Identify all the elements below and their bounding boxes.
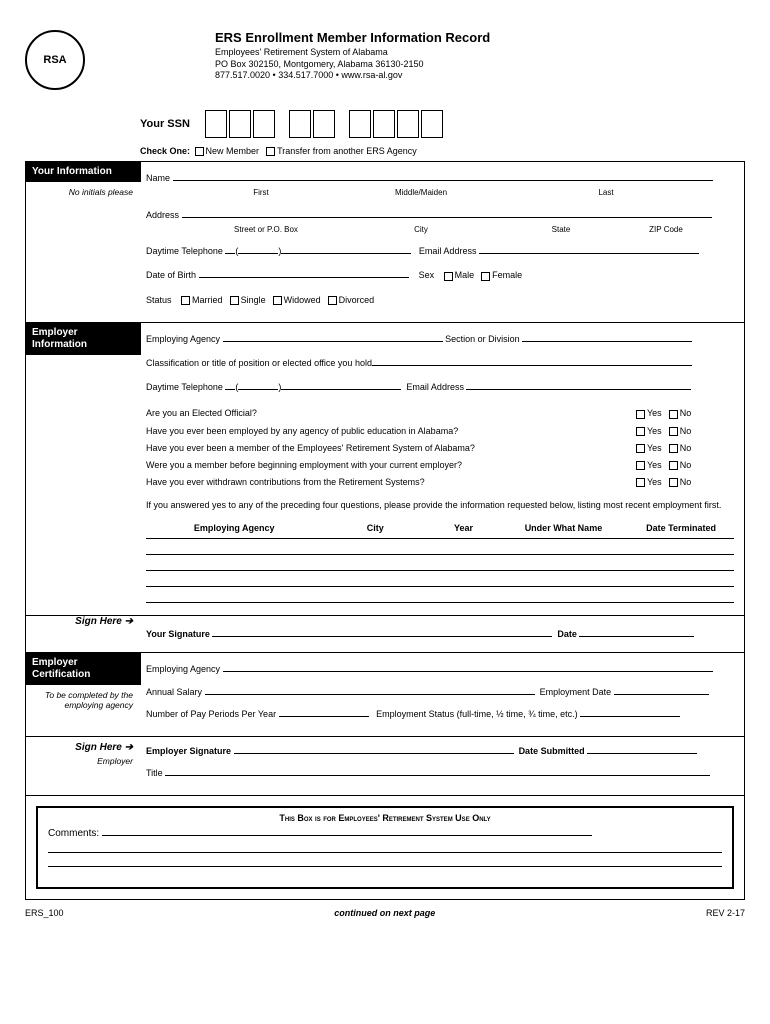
emp-cert-note: To be completed by the employing agency [34,690,133,710]
header: RSA ERS Enrollment Member Information Re… [25,30,745,90]
signature-field[interactable] [212,636,552,637]
ssn-box[interactable] [373,110,395,138]
phone-field[interactable] [281,253,411,254]
dob-field[interactable] [199,277,409,278]
emp-email-field[interactable] [466,389,691,390]
ssn-box[interactable] [397,110,419,138]
salary-field[interactable] [205,694,535,695]
checkbox-single[interactable] [230,296,239,305]
q5-yes[interactable] [636,478,645,487]
table-row[interactable] [146,587,734,603]
form-number: ERS_100 [25,908,64,918]
check-one-row: Check One: New Member Transfer from anot… [140,146,745,156]
ssn-box[interactable] [253,110,275,138]
name-field[interactable] [173,180,713,181]
q1-no[interactable] [669,410,678,419]
q1-yes[interactable] [636,410,645,419]
checkbox-divorced[interactable] [328,296,337,305]
q4-no[interactable] [669,461,678,470]
comments-line[interactable] [48,839,722,853]
q5-no[interactable] [669,478,678,487]
emp-status-field[interactable] [580,716,680,717]
ssn-box[interactable] [229,110,251,138]
title-field[interactable] [165,775,710,776]
emp-date-field[interactable] [614,694,709,695]
date-submitted-field[interactable] [587,753,697,754]
ssn-box[interactable] [289,110,311,138]
emp-signature-field[interactable] [234,753,514,754]
ssn-row: Your SSN [140,110,745,138]
section-field[interactable] [522,341,692,342]
employment-history-table: Employing Agency City Year Under What Na… [146,520,734,603]
table-row[interactable] [146,555,734,571]
ssn-label: Your SSN [140,118,190,130]
checkbox-male[interactable] [444,272,453,281]
your-info-heading: Your Information [26,162,141,182]
email-field[interactable] [479,253,699,254]
checkbox-transfer[interactable] [266,147,275,156]
comments-line[interactable] [102,835,592,836]
checkbox-female[interactable] [481,272,490,281]
q3-no[interactable] [669,444,678,453]
date-field[interactable] [579,636,694,637]
org-name: Employees' Retirement System of Alabama [215,47,745,59]
checkbox-married[interactable] [181,296,190,305]
comments-title: This Box is for Employees' Retirement Sy… [48,813,722,823]
no-initials-note: No initials please [34,187,133,197]
ssn-box[interactable] [421,110,443,138]
ssn-box[interactable] [313,110,335,138]
footer: ERS_100 continued on next page REV 2-17 [25,908,745,918]
form-title: ERS Enrollment Member Information Record [215,30,745,45]
classification-field[interactable] [372,365,692,366]
ssn-box[interactable] [349,110,371,138]
emp-phone-field[interactable] [281,389,401,390]
emp-info-heading: Employer Information [26,323,141,355]
agency-field[interactable] [223,341,443,342]
checkbox-widowed[interactable] [273,296,282,305]
emp-cert-heading: Employer Certification [26,653,141,685]
org-address: PO Box 302150, Montgomery, Alabama 36130… [215,59,745,71]
emp-phone-area[interactable] [238,389,278,390]
continued-note: continued on next page [334,908,435,918]
pay-periods-field[interactable] [279,716,369,717]
questions-note: If you answered yes to any of the preced… [146,500,734,512]
org-contact: 877.517.0020 • 334.517.7000 • www.rsa-al… [215,70,745,82]
revision: REV 2-17 [706,908,745,918]
comments-box: This Box is for Employees' Retirement Sy… [36,806,734,889]
address-field[interactable] [182,217,712,218]
rsa-logo: RSA [25,30,85,90]
table-row[interactable] [146,539,734,555]
q4-yes[interactable] [636,461,645,470]
q2-yes[interactable] [636,427,645,436]
table-row[interactable] [146,571,734,587]
q2-no[interactable] [669,427,678,436]
comments-line[interactable] [48,853,722,867]
employer-sublabel: Employer [34,756,133,766]
q3-yes[interactable] [636,444,645,453]
checkbox-new-member[interactable] [195,147,204,156]
ssn-box[interactable] [205,110,227,138]
sign-here-label: Sign Here ➔ [26,616,141,652]
cert-agency-field[interactable] [223,671,713,672]
phone-area[interactable] [238,253,278,254]
sign-here-2-label: Sign Here ➔ [34,742,133,753]
